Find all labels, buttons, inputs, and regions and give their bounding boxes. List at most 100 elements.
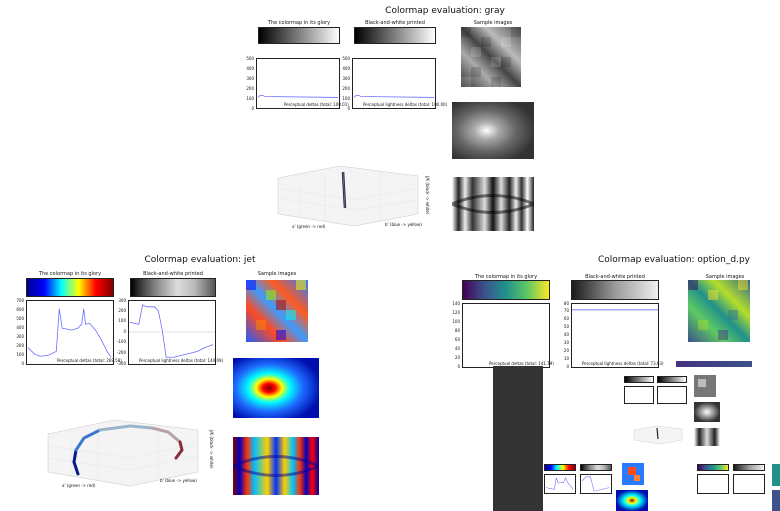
mini-bar [544, 464, 576, 471]
y-tick: 100 [452, 319, 460, 324]
samples-label: Sample images [705, 274, 745, 280]
colormap-bar [26, 278, 114, 297]
y-tick: 50 [563, 324, 569, 329]
perceptual-deltas-plot: Perceptual deltas (total: 269.58) [26, 300, 122, 365]
sample-image-noise [246, 280, 308, 342]
y-tick: 500 [246, 56, 254, 61]
colormap-bar [462, 280, 550, 300]
bw-colormap-bar [571, 280, 659, 300]
samples-label: Sample images [473, 20, 513, 26]
y-tick: 300 [16, 334, 24, 339]
mini-sample [616, 490, 648, 511]
sample-image-radial [452, 102, 534, 159]
deltas-total-label: Perceptual deltas (total: 100.01) [284, 102, 349, 107]
panel-title: Colormap evaluation: option_d.py [598, 255, 750, 265]
3d-plot [40, 410, 210, 500]
y-tick: 500 [16, 316, 24, 321]
mini-bar [580, 464, 612, 471]
mini-plot [733, 474, 765, 494]
y-tick: 60 [454, 337, 460, 342]
dark-overlay-panel [493, 366, 543, 511]
lightness-deltas-plot: Perceptual lightness deltas (total: 100.… [352, 58, 447, 109]
sample-image-waves [233, 437, 319, 495]
panel-title: Colormap evaluation: gray [385, 6, 505, 16]
mini-sample [694, 402, 720, 422]
lightness-total-label: Perceptual lightness deltas (total: 73.6… [582, 361, 664, 366]
3d-plot [270, 158, 430, 238]
sample-image-waves [452, 177, 534, 231]
y-tick: 0 [123, 329, 126, 334]
mini-plot [580, 474, 612, 494]
bw-colormap-bar [130, 278, 216, 297]
mini-sample [772, 464, 780, 486]
mini-sample [694, 428, 720, 446]
y-tick: 100 [342, 96, 350, 101]
y-tick: 200 [16, 343, 24, 348]
y-axis-label-3d: b' (blue -> yellow) [385, 222, 422, 227]
y-tick: 400 [16, 325, 24, 330]
sample-image-radial [233, 358, 319, 418]
y-tick: 0 [457, 364, 460, 369]
mini-sample [772, 490, 780, 511]
y-tick: 0 [566, 364, 569, 369]
mini-plot [544, 474, 576, 494]
lightness-total-label: Perceptual lightness deltas (total: 100.… [363, 102, 448, 107]
bw-colormap-bar [354, 27, 436, 44]
z-axis-label-3d: J/K (black -> white) [425, 176, 430, 215]
y-tick: 300 [118, 298, 126, 303]
z-axis-label-3d: J/K (black -> white) [209, 430, 214, 469]
y-tick: 80 [563, 301, 569, 306]
y-tick: 400 [246, 66, 254, 71]
panel-title: Colormap evaluation: jet [144, 255, 256, 265]
lightness-deltas-plot: Perceptual lightness deltas (total: 144.… [128, 300, 223, 365]
samples-label: Sample images [257, 271, 297, 277]
y-tick: 100 [118, 318, 126, 323]
deltas-total-label: Perceptual deltas (total: 141.79) [489, 361, 554, 366]
glory-label: The colormap in its glory [267, 20, 331, 26]
y-tick: 20 [563, 348, 569, 353]
y-tick: -300 [116, 361, 126, 366]
sample-image-noise [461, 27, 521, 87]
y-tick: 300 [246, 76, 254, 81]
bw-label: Black-and-white printed [365, 20, 425, 26]
x-axis-label-3d: a' (green -> red) [292, 224, 326, 229]
y-tick: 700 [16, 298, 24, 303]
y-tick: 80 [454, 328, 460, 333]
y-tick: 200 [118, 308, 126, 313]
mini-bar [624, 376, 654, 383]
glory-label: The colormap in its glory [38, 271, 102, 277]
mini-plot [697, 474, 729, 494]
y-tick: 70 [563, 308, 569, 313]
y-tick: 10 [563, 356, 569, 361]
y-tick: 140 [452, 301, 460, 306]
y-tick: 400 [342, 66, 350, 71]
mini-plot [624, 386, 654, 404]
y-tick: 120 [452, 310, 460, 315]
sample-image-noise [688, 280, 750, 342]
y-tick: 30 [563, 340, 569, 345]
mini-bar [657, 376, 687, 383]
mini-sample [622, 463, 644, 485]
mini-3d-plot [632, 424, 684, 446]
y-tick: 20 [454, 355, 460, 360]
y-axis-label-3d: b' (blue -> yellow) [160, 478, 197, 483]
y-tick: 0 [251, 106, 254, 111]
mini-sample [694, 375, 716, 397]
glory-label: The colormap in its glory [474, 274, 538, 280]
lightness-deltas-plot: Perceptual lightness deltas (total: 73.6… [571, 303, 664, 368]
mini-bar [733, 464, 765, 471]
y-tick: 0 [347, 106, 350, 111]
y-tick: 300 [342, 76, 350, 81]
y-tick: 100 [246, 96, 254, 101]
deltas-total-label: Perceptual deltas (total: 269.58) [57, 358, 122, 363]
y-tick: 60 [563, 316, 569, 321]
perceptual-deltas-plot: Perceptual deltas (total: 141.79) [462, 303, 554, 368]
mini-plot [657, 386, 687, 404]
y-tick: 0 [21, 361, 24, 366]
perceptual-deltas-plot: Perceptual deltas (total: 100.01) [256, 58, 349, 109]
colormap-bar [258, 27, 340, 44]
x-axis-label-3d: a' (green -> red) [62, 483, 96, 488]
lightness-total-label: Perceptual lightness deltas (total: 144.… [139, 358, 224, 363]
sample-strip [676, 361, 752, 367]
bw-label: Black-and-white printed [143, 271, 203, 277]
